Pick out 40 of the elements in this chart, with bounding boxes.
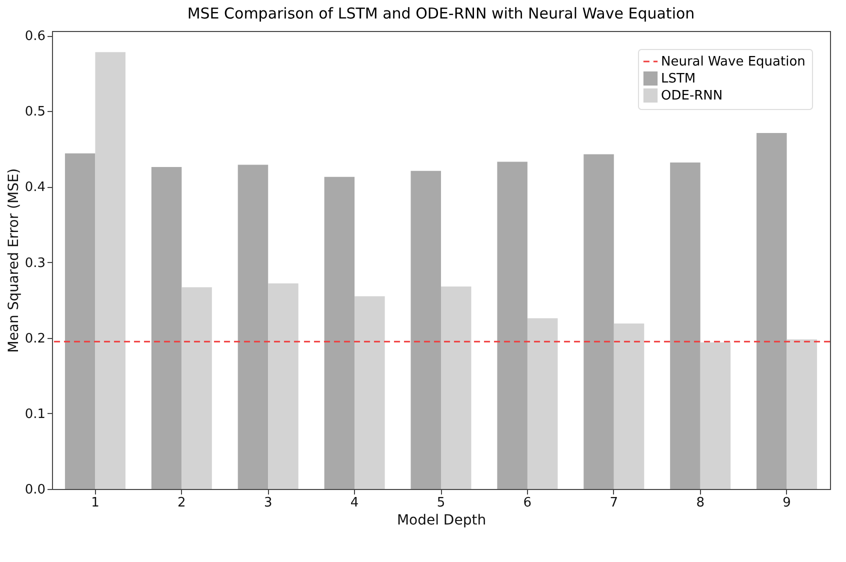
legend-label: LSTM <box>661 72 696 86</box>
bar <box>354 296 385 489</box>
y-tick-label: 0.5 <box>24 104 46 120</box>
x-tick-label: 3 <box>264 496 272 510</box>
bar <box>182 287 212 489</box>
bar <box>324 176 355 489</box>
bar <box>95 52 126 489</box>
x-tick-label: 2 <box>178 496 186 510</box>
bar <box>410 170 441 489</box>
chart-title: MSE Comparison of LSTM and ODE-RNN with Neural Wave Equation <box>187 4 695 23</box>
bar <box>756 133 787 489</box>
legend-label: ODE-RNN <box>661 88 723 104</box>
x-tick-label: 6 <box>523 496 532 510</box>
bar <box>441 286 472 489</box>
x-tick-label: 4 <box>350 496 359 510</box>
y-tick-label: 0.1 <box>24 406 46 422</box>
x-tick-label: 5 <box>436 496 446 510</box>
y-axis-title: Mean Squared Error (MSE) <box>6 168 22 353</box>
bar <box>497 162 528 489</box>
x-tick-label: 8 <box>696 496 704 510</box>
y-tick-label: 0.0 <box>24 482 46 498</box>
x-tick-label: 1 <box>91 496 100 510</box>
x-tick-label: 9 <box>782 496 791 510</box>
bar <box>268 283 298 489</box>
bar <box>238 164 268 489</box>
y-tick-label: 0.3 <box>24 256 46 271</box>
y-tick-label: 0.4 <box>24 180 46 196</box>
x-tick-label: 7 <box>610 496 618 510</box>
bar <box>700 342 731 489</box>
y-tick-label: 0.6 <box>24 29 46 44</box>
bar <box>670 162 700 489</box>
y-tick-label: 0.2 <box>24 331 46 346</box>
bar <box>786 339 818 489</box>
bar <box>584 154 614 489</box>
bar <box>151 167 182 489</box>
x-axis-title: Model Depth <box>396 512 486 528</box>
bar <box>614 323 644 489</box>
bar <box>527 318 558 489</box>
bar <box>64 153 96 489</box>
legend-label: Neural Wave Equation <box>661 54 806 70</box>
